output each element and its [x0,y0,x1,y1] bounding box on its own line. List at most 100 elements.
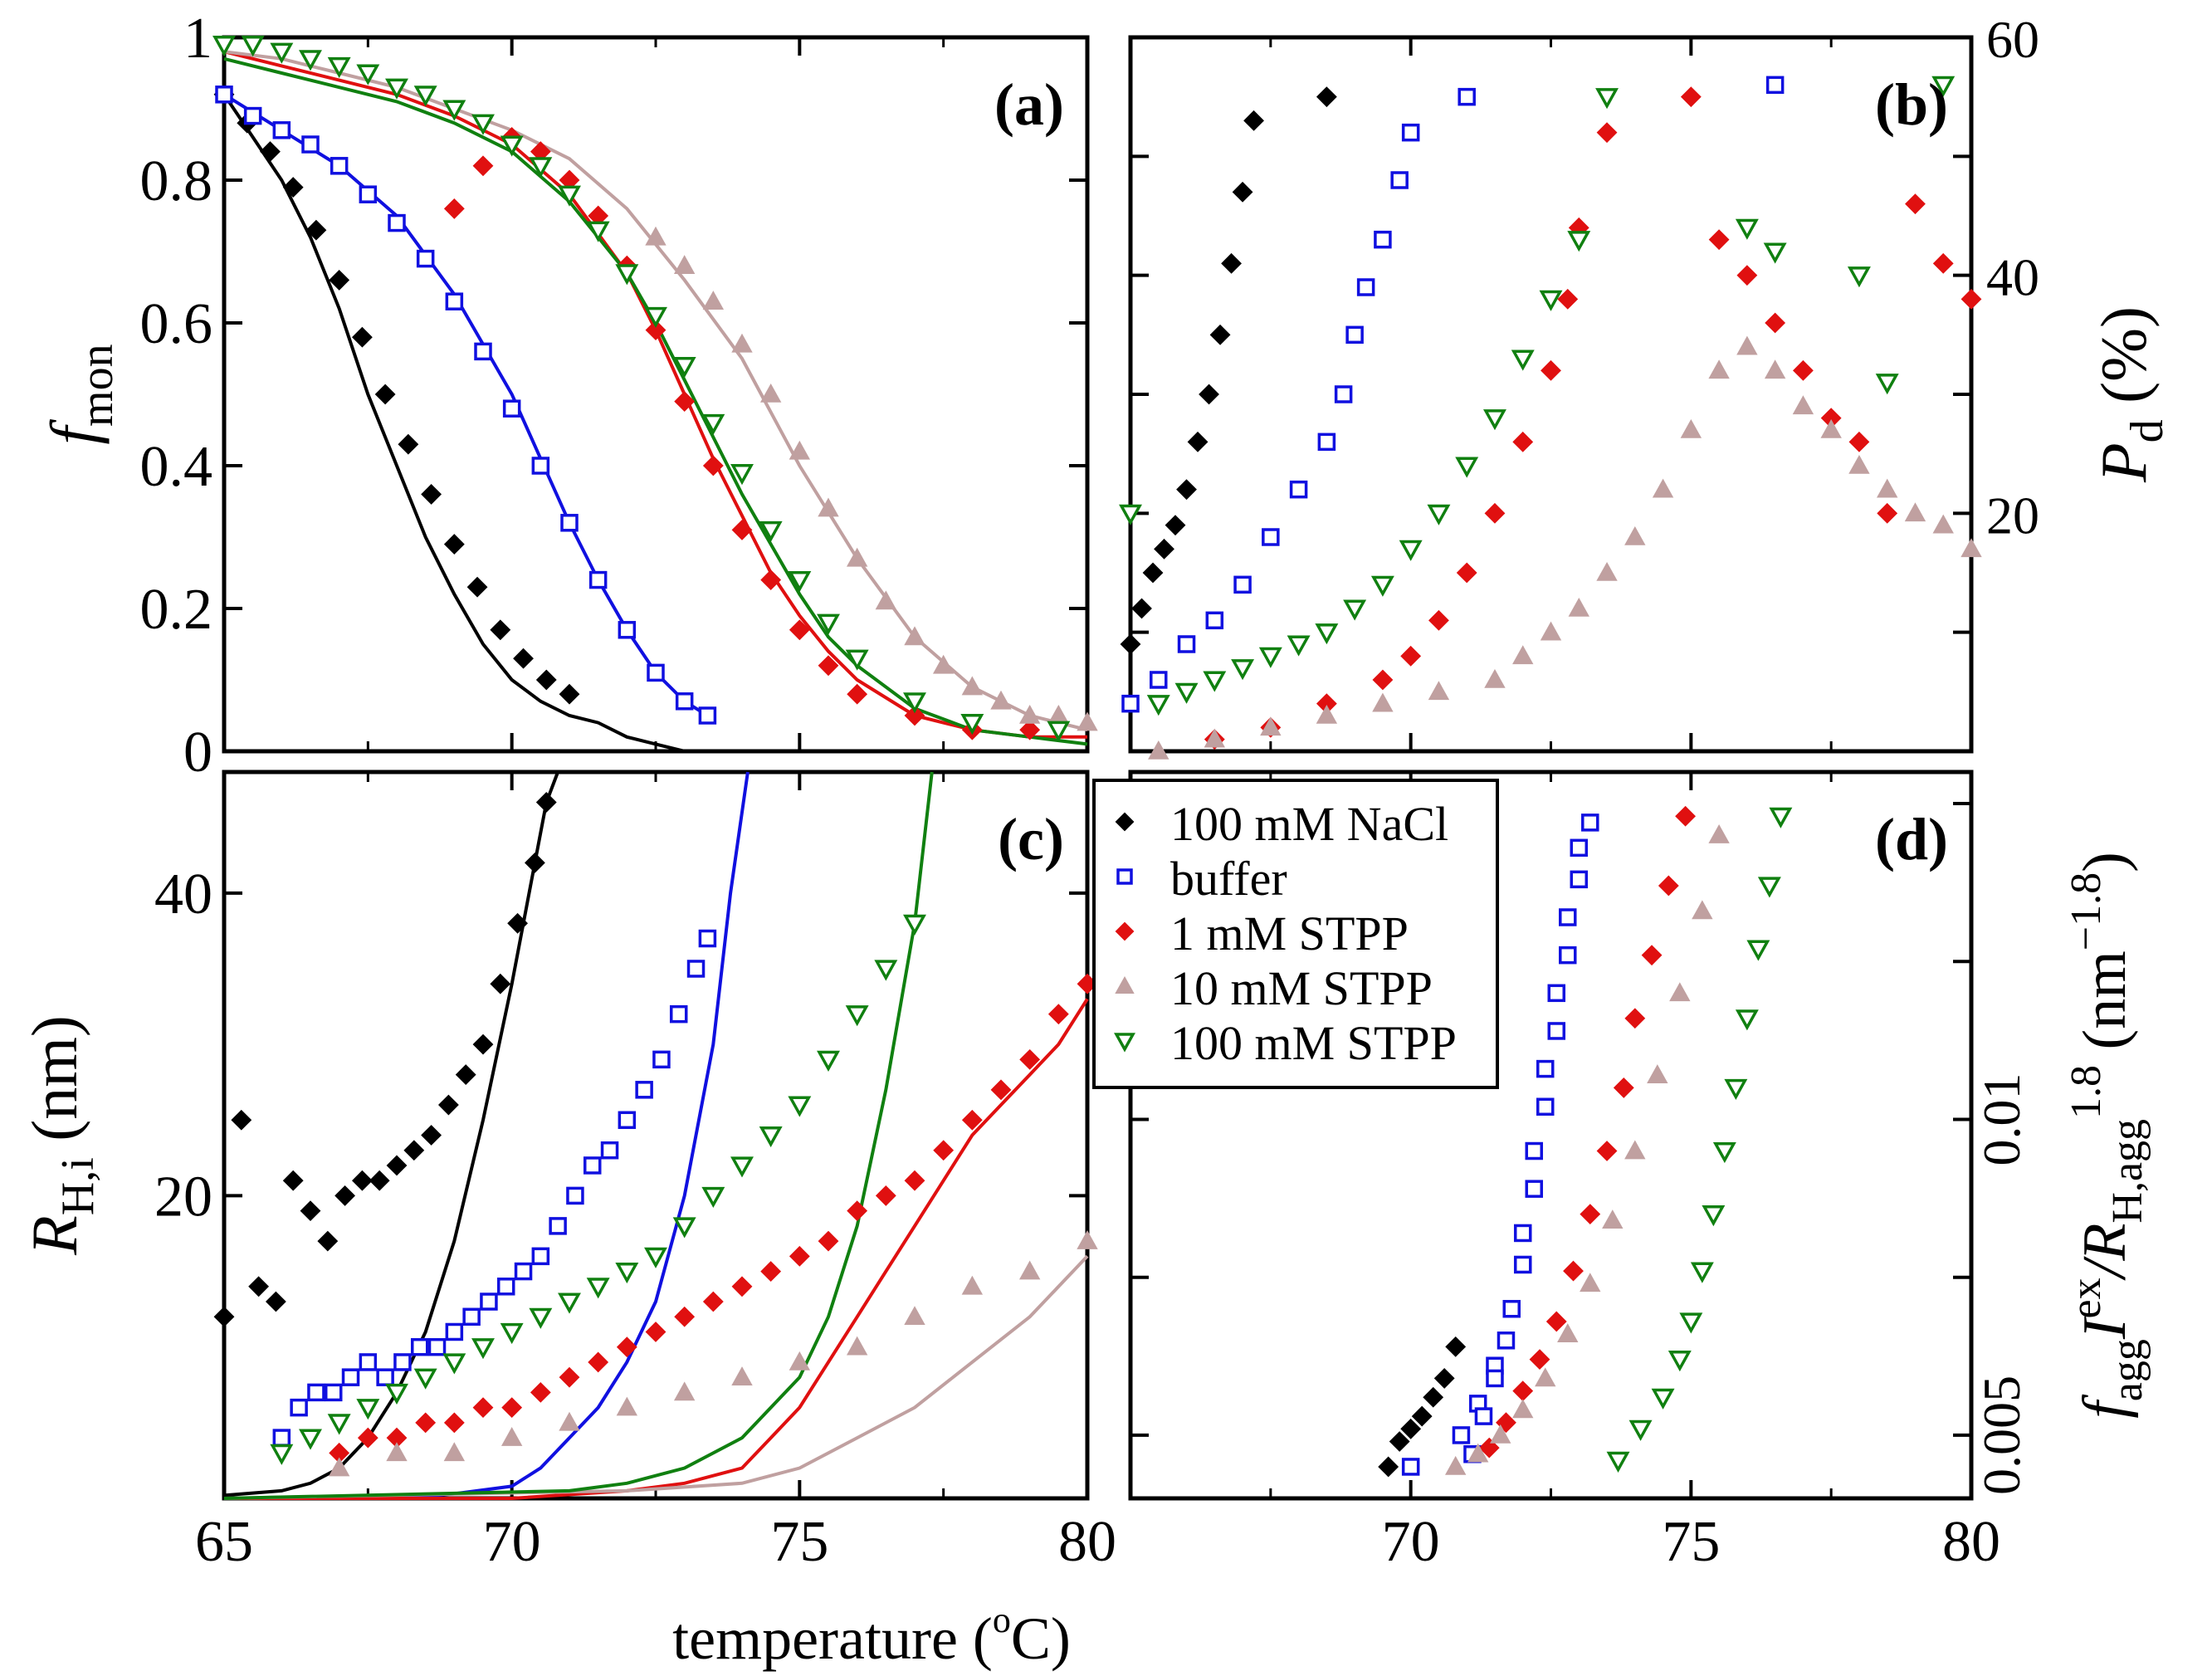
y-axis-title: faggIex/RH,agg1.8 (nm−1.8) [2063,852,2151,1419]
data-point-nacl [524,852,545,873]
data-point-stpp10 [1428,681,1450,701]
data-point-stpp100 [1119,504,1142,525]
data-point-stpp10 [1077,711,1098,731]
data-point-stpp100 [471,1338,495,1360]
data-point-stpp1 [1580,1204,1601,1225]
data-point-nacl [260,141,281,163]
y-tick-label: 40 [154,862,212,926]
data-point-stpp1 [1736,265,1758,286]
data-point-stpp100 [1735,1009,1759,1031]
data-point-buffer [410,1337,429,1356]
y-axis-title: Pd (%) [2087,306,2173,483]
data-point-stpp1 [1529,1349,1550,1371]
data-point-stpp10 [961,1275,984,1295]
data-point-nacl [490,973,511,994]
data-point-stpp100 [471,114,495,135]
data-point-stpp100 [212,36,236,57]
data-point-stpp1 [875,1185,896,1206]
data-point-stpp10 [932,654,955,674]
data-point-stpp1 [1680,86,1702,108]
data-point-nacl [1131,598,1152,619]
data-point-nacl [374,384,396,405]
data-point-stpp100 [1679,1312,1703,1334]
data-point-buffer [1177,635,1196,653]
plot-frame [1128,35,1974,754]
data-point-buffer [427,1337,447,1356]
data-point-stpp10 [731,1366,753,1385]
data-point-stpp1 [1624,1008,1646,1029]
data-point-stpp10 [1764,359,1786,379]
data-point-stpp10 [443,1442,466,1462]
data-point-nacl [535,669,557,691]
data-point-stpp1 [588,1351,609,1373]
y-axis-title-sub: H,i [52,1157,104,1215]
data-point-stpp100 [1668,1351,1692,1372]
data-point-stpp1 [1792,359,1814,381]
data-point-buffer [549,1217,567,1235]
data-point-nacl [386,1155,408,1176]
data-point-buffer [496,1278,515,1296]
data-point-nacl [559,683,580,705]
data-point-stpp10 [1904,502,1926,522]
data-point-buffer [531,457,550,475]
data-point-stpp1 [559,1366,580,1388]
data-point-stpp1 [1641,945,1663,966]
data-point-buffer [445,292,464,310]
data-point-stpp10 [789,1351,811,1371]
data-point-stpp100 [845,1005,869,1027]
data-point-stpp1 [1765,312,1786,334]
data-point-stpp1 [904,705,925,726]
data-point-buffer [669,1004,688,1024]
data-point-stpp1 [357,1427,378,1449]
data-point-buffer [1486,1369,1504,1388]
data-point-buffer [215,86,233,104]
data-point-stpp10 [904,626,925,646]
data-point-stpp1 [1545,1311,1567,1332]
data-point-stpp1 [1932,252,1954,274]
data-point-stpp100 [356,64,380,86]
legend-marker-buffer [1116,868,1133,885]
data-point-nacl [231,1109,252,1131]
y-axis-title-unit: (nm) [18,1015,90,1157]
data-point-stpp1 [443,1412,465,1434]
data-point-stpp100 [644,1247,667,1268]
data-point-buffer [1559,945,1577,965]
y-tick-label-right: 0.005 [1972,1375,2031,1495]
data-point-buffer [416,249,435,268]
data-point-nacl [507,912,529,934]
data-point-stpp10 [1512,645,1534,665]
data-point-stpp10 [1932,514,1954,534]
data-point-stpp1 [1512,1380,1534,1402]
data-point-buffer [324,1383,343,1402]
data-point-nacl [437,1094,459,1116]
data-point-buffer [635,1081,653,1099]
data-point-stpp100 [1258,647,1282,668]
y-axis-title-part: H,agg [2104,1119,2151,1224]
data-point-buffer [1233,575,1252,594]
y-axis-title-unit: (%) [2087,306,2160,419]
x-tick-label: 70 [1382,1510,1440,1574]
data-point-buffer [1458,87,1476,106]
data-point-stpp1 [818,655,839,677]
data-point-stpp100 [672,357,696,379]
data-point-stpp1 [789,619,810,641]
data-point-buffer [1570,838,1589,858]
data-point-stpp100 [960,714,984,735]
data-point-stpp10 [616,1396,638,1416]
data-point-nacl [535,792,557,813]
data-point-stpp100 [413,86,437,107]
data-point-stpp100 [615,1263,639,1284]
data-point-stpp100 [672,1217,696,1239]
data-point-stpp10 [501,1427,523,1446]
data-point-stpp100 [500,1322,524,1345]
data-point-buffer [560,514,579,532]
data-point-buffer [376,1368,394,1386]
data-point-stpp100 [586,221,610,242]
legend-marker-stpp10 [1115,975,1135,994]
data-point-nacl [1243,110,1264,131]
data-point-nacl [317,1230,339,1252]
data-point-buffer [1289,480,1308,499]
y-tick-label: 0.4 [140,435,213,499]
data-point-nacl [369,1170,390,1191]
